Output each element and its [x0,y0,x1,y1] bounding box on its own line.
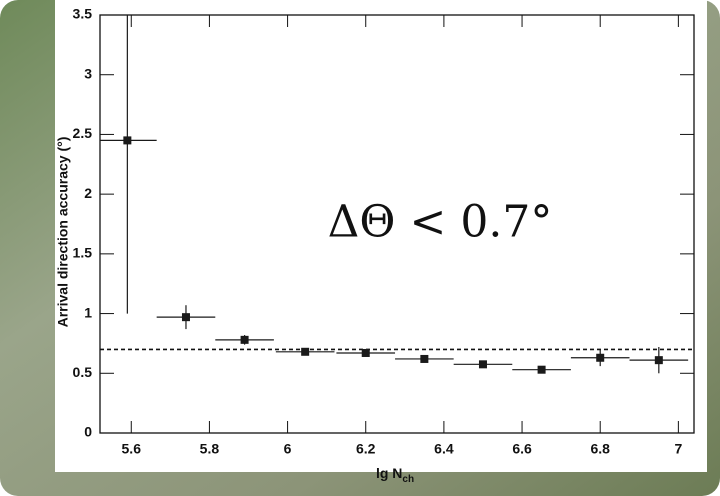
x-tick-label: 5.6 [122,441,142,457]
x-tick-label: 6.4 [434,441,454,457]
plot-frame [99,14,695,434]
data-point [420,354,429,363]
data-point [240,335,249,344]
data-point [301,347,310,356]
annotation: ΔΘ < 0.7° [328,197,553,248]
y-axis-label: Arrival direction accuracy (°) [55,137,71,328]
x-tick-label: 6 [284,441,292,457]
y-tick-label: 3.5 [73,6,93,22]
x-tick-label: 7 [674,441,682,457]
y-tick-label: 0.5 [73,364,93,380]
data-point [361,348,370,357]
x-tick-label: 6.6 [512,441,532,457]
data-point [537,365,546,374]
data-point [478,360,487,369]
data-layer [100,15,689,374]
data-point [181,313,190,322]
y-tick-label: 1 [84,304,92,320]
plot-panel [55,0,707,472]
y-tick-label: 1.5 [73,245,93,261]
x-label-sub: ch [402,474,414,485]
data-point [596,353,605,362]
data-point [654,356,663,365]
x-tick-label: 5.8 [200,441,220,457]
y-tick-label: 3 [84,65,92,81]
y-tick-label: 2.5 [73,125,93,141]
data-point [123,136,132,145]
x-tick-label: 6.8 [590,441,610,457]
x-axis-label: lg Nch [376,465,414,485]
x-tick-label: 6.2 [356,441,376,457]
y-tick-label: 2 [84,185,92,201]
x-label-main: lg N [376,465,402,481]
y-tick-label: 0 [84,424,92,440]
